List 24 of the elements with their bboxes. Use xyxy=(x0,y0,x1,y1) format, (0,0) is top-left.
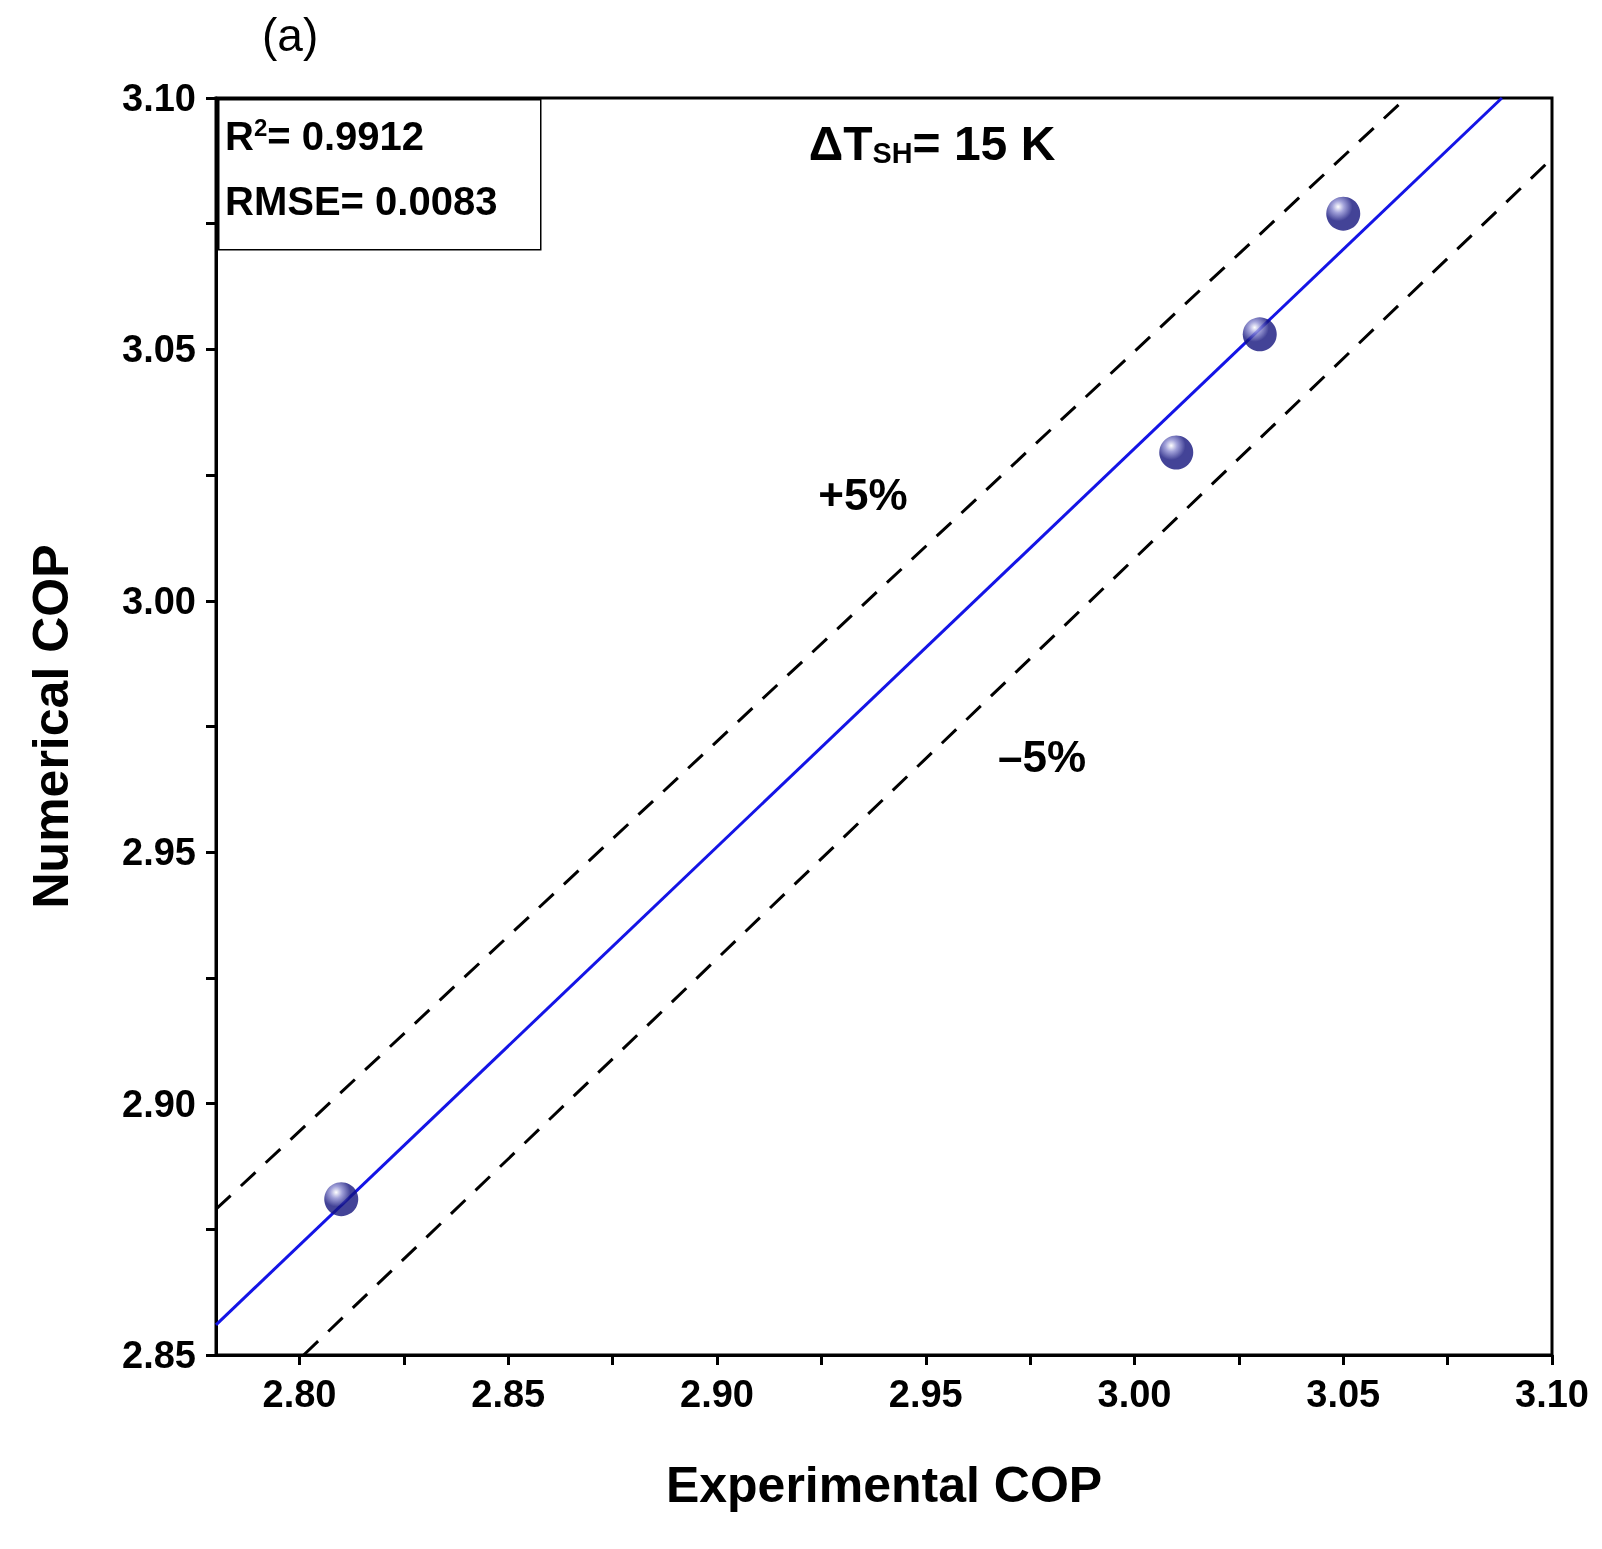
x-tick-label: 3.05 xyxy=(1306,1373,1381,1415)
y-tick-label: 3.05 xyxy=(122,328,196,371)
point xyxy=(1242,317,1277,352)
point xyxy=(324,1182,359,1217)
x-tick-label: 2.90 xyxy=(680,1373,754,1415)
annotation: ΔTSH= 15 K xyxy=(808,116,1056,170)
x-tick-label: 2.80 xyxy=(262,1373,337,1415)
annotation: +5% xyxy=(818,469,908,519)
x-tick-label: 3.00 xyxy=(1097,1373,1172,1415)
y-tick-label: 2.95 xyxy=(122,831,196,874)
y-axis-title: Numerical COP xyxy=(23,544,79,909)
y-tick-label: 3.10 xyxy=(122,77,196,119)
point xyxy=(1159,435,1194,470)
y-tick-label: 3.00 xyxy=(122,579,196,622)
annotation: –5% xyxy=(997,731,1087,781)
x-axis-title: Experimental COP xyxy=(665,1457,1103,1513)
x-tick-label: 3.10 xyxy=(1515,1373,1589,1415)
point xyxy=(1326,196,1361,231)
text: (a) xyxy=(262,9,319,61)
x-tick-label: 2.95 xyxy=(888,1373,963,1415)
y-tick-label: 2.90 xyxy=(122,1082,196,1125)
y-tick-label: 2.85 xyxy=(122,1334,196,1376)
x-tick-label: 2.85 xyxy=(471,1373,546,1415)
annotation: RMSE= 0.0083 xyxy=(225,179,498,223)
